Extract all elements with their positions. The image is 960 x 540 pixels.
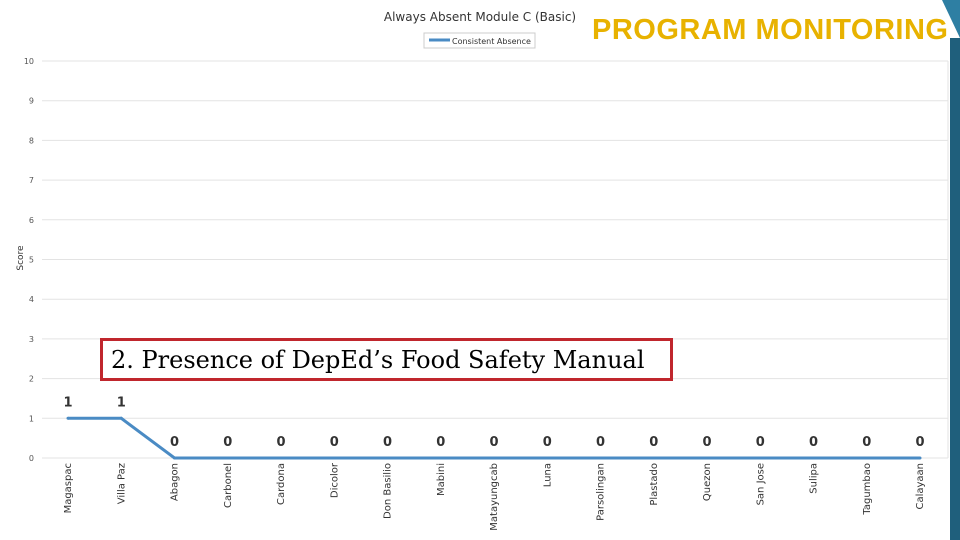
y-tick-label: 3 bbox=[29, 335, 34, 344]
accent-corner-shape bbox=[942, 0, 960, 38]
x-tick-label: San Jose bbox=[755, 463, 766, 505]
y-tick-label: 7 bbox=[29, 176, 34, 185]
data-point bbox=[226, 456, 230, 460]
y-axis-title: Score bbox=[16, 245, 26, 271]
x-tick-label: Matayungcab bbox=[489, 463, 500, 531]
data-label: 0 bbox=[756, 435, 765, 450]
data-label: 0 bbox=[276, 435, 285, 450]
data-point bbox=[599, 456, 602, 460]
data-point bbox=[279, 456, 283, 460]
data-label: 1 bbox=[117, 395, 126, 410]
data-label: 0 bbox=[915, 435, 924, 450]
data-label: 0 bbox=[223, 435, 232, 450]
data-point bbox=[439, 456, 443, 460]
x-tick-label: Parsolingan bbox=[596, 463, 607, 521]
legend-label: Consistent Absence bbox=[452, 37, 531, 46]
data-label: 0 bbox=[383, 435, 392, 450]
data-point bbox=[865, 456, 869, 460]
x-tick-label: Villa Paz bbox=[116, 463, 127, 504]
y-tick-label: 4 bbox=[29, 295, 34, 304]
data-label: 0 bbox=[543, 435, 552, 450]
data-label: 0 bbox=[596, 435, 605, 450]
data-label: 0 bbox=[809, 435, 818, 450]
data-point bbox=[66, 416, 70, 420]
y-tick-label: 0 bbox=[29, 454, 34, 463]
data-label: 0 bbox=[702, 435, 711, 450]
data-point bbox=[386, 456, 389, 460]
data-label: 0 bbox=[170, 435, 179, 450]
x-tick-label: Magaspac bbox=[63, 463, 74, 513]
data-point bbox=[812, 456, 815, 460]
data-point bbox=[119, 416, 123, 420]
y-tick-label: 2 bbox=[29, 375, 34, 384]
data-label: 0 bbox=[649, 435, 658, 450]
x-tick-label: Don Basilio bbox=[383, 463, 394, 519]
callout-text: 2. Presence of DepEd’s Food Safety Manua… bbox=[111, 346, 645, 374]
x-tick-label: Plastado bbox=[649, 463, 660, 506]
x-tick-label: Luna bbox=[542, 463, 553, 487]
data-point bbox=[492, 456, 496, 460]
legend-box bbox=[423, 32, 536, 49]
data-label: 0 bbox=[330, 435, 339, 450]
data-point bbox=[173, 456, 176, 460]
data-point bbox=[545, 456, 549, 460]
program-monitoring-title: PROGRAM MONITORING bbox=[592, 14, 949, 46]
x-tick-label: Dicolor bbox=[329, 462, 340, 498]
y-tick-label: 5 bbox=[29, 256, 34, 265]
x-tick-label: Cardona bbox=[276, 463, 287, 505]
y-tick-label: 6 bbox=[29, 216, 34, 225]
y-tick-label: 1 bbox=[29, 414, 34, 423]
data-point bbox=[918, 456, 922, 460]
accent-side-strip bbox=[950, 38, 960, 540]
y-tick-label: 9 bbox=[29, 97, 34, 106]
data-point bbox=[758, 456, 762, 460]
chart-legend: Consistent Absence bbox=[423, 32, 536, 49]
data-label: 0 bbox=[489, 435, 498, 450]
chart-title: Always Absent Module C (Basic) bbox=[384, 10, 576, 24]
data-point bbox=[705, 456, 709, 460]
x-tick-label: Calayaan bbox=[915, 463, 926, 510]
food-safety-callout: 2. Presence of DepEd’s Food Safety Manua… bbox=[100, 338, 673, 381]
y-tick-label: 10 bbox=[24, 57, 34, 66]
data-label: 1 bbox=[63, 395, 72, 410]
x-tick-label: Mabini bbox=[436, 463, 447, 496]
data-label: 0 bbox=[436, 435, 445, 450]
x-tick-label: Abagon bbox=[170, 463, 181, 501]
data-point bbox=[652, 456, 656, 460]
data-label: 0 bbox=[862, 435, 871, 450]
x-tick-label: Sulipa bbox=[809, 463, 820, 494]
x-tick-label: Tagumbao bbox=[862, 463, 873, 516]
x-tick-label: Carbonel bbox=[223, 463, 234, 508]
x-tick-label: Quezon bbox=[702, 463, 713, 501]
data-point bbox=[332, 456, 336, 460]
y-tick-label: 8 bbox=[29, 136, 34, 145]
